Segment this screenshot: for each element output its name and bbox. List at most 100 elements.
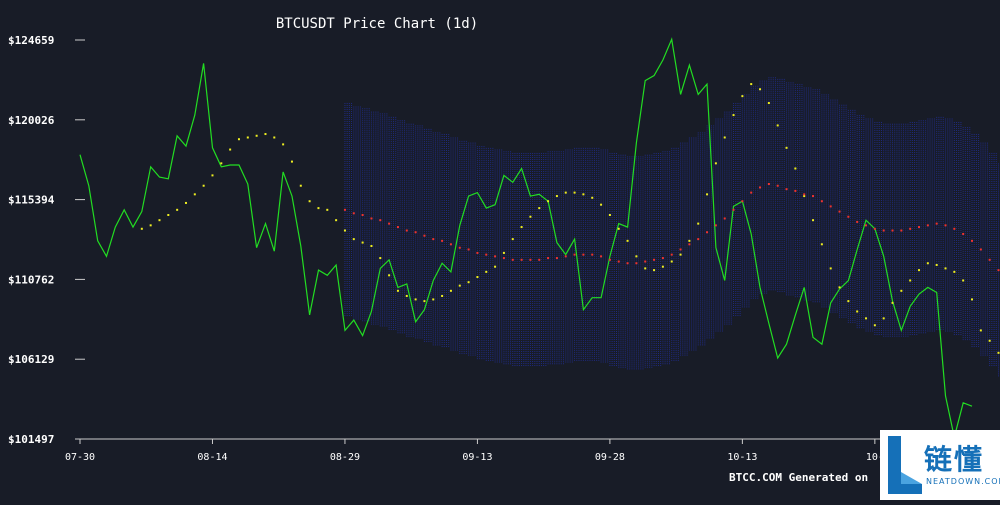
ma-long-point	[873, 227, 876, 230]
ma-short-point	[158, 219, 161, 222]
ma-long-point	[608, 258, 611, 261]
ma-long-point	[529, 258, 532, 261]
ma-short-point	[264, 133, 267, 136]
ma-long-point	[688, 243, 691, 246]
ma-short-point	[547, 200, 550, 203]
ma-long-point	[935, 222, 938, 225]
ma-long-point	[918, 226, 921, 229]
ma-short-point	[944, 267, 947, 270]
ma-long-point	[820, 200, 823, 203]
ma-long-point	[494, 255, 497, 258]
ma-short-point	[608, 214, 611, 217]
ma-short-point	[900, 289, 903, 292]
ma-short-point	[211, 174, 214, 177]
ma-short-point	[299, 184, 302, 187]
y-tick-label: $106129	[8, 353, 54, 366]
ma-long-point	[865, 224, 868, 227]
ma-short-point	[564, 191, 567, 194]
ma-long-point	[723, 217, 726, 220]
ma-short-point	[803, 195, 806, 198]
ma-short-point	[246, 136, 249, 139]
x-tick-label: 08-14	[197, 452, 227, 463]
ma-short-point	[661, 265, 664, 268]
ma-short-point	[918, 269, 921, 272]
ma-long-point	[405, 229, 408, 232]
ma-short-point	[856, 310, 859, 313]
ma-short-point	[335, 219, 338, 222]
ma-short-point	[909, 279, 912, 282]
ma-short-point	[670, 260, 673, 263]
ma-long-point	[900, 229, 903, 232]
ma-long-point	[767, 182, 770, 185]
ma-short-point	[458, 284, 461, 287]
ma-short-point	[688, 239, 691, 242]
ma-short-point	[679, 253, 682, 256]
ma-short-point	[396, 289, 399, 292]
ma-short-point	[706, 193, 709, 196]
ma-long-point	[591, 253, 594, 256]
x-tick-label: 08-29	[330, 452, 360, 463]
ma-short-point	[732, 114, 735, 117]
ma-short-point	[388, 274, 391, 277]
ma-short-point	[308, 200, 311, 203]
ma-short-point	[361, 241, 364, 244]
ma-long-point	[785, 188, 788, 191]
ma-long-point	[750, 191, 753, 194]
ma-long-point	[485, 253, 488, 256]
x-tick-label: 09-13	[462, 452, 492, 463]
ma-long-point	[979, 248, 982, 251]
ma-long-point	[847, 215, 850, 218]
ma-short-point	[538, 207, 541, 210]
ma-long-point	[520, 258, 523, 261]
ma-short-point	[511, 238, 514, 241]
ma-short-point	[193, 193, 196, 196]
ma-short-point	[644, 267, 647, 270]
x-tick-label: 10-13	[727, 452, 757, 463]
ma-short-point	[149, 224, 152, 227]
y-tick-label: $124659	[8, 34, 54, 47]
x-tick-label: 09-28	[595, 452, 625, 463]
ma-short-point	[600, 203, 603, 206]
ma-short-point	[352, 238, 355, 241]
ma-short-point	[220, 162, 223, 165]
y-tick-label: $110762	[8, 273, 54, 286]
ma-short-point	[423, 300, 426, 303]
ma-short-point	[255, 134, 258, 137]
ma-long-point	[732, 208, 735, 211]
x-tick-label: 10-	[866, 452, 884, 463]
ma-long-point	[661, 257, 664, 260]
ma-short-point	[635, 255, 638, 258]
ma-long-point	[388, 222, 391, 225]
ma-short-point	[591, 196, 594, 199]
ma-short-point	[812, 219, 815, 222]
x-tick-label: 07-30	[65, 452, 95, 463]
ma-short-point	[441, 294, 444, 297]
ma-long-point	[909, 227, 912, 230]
logo-cn-text: 链懂	[924, 443, 985, 476]
ma-long-point	[644, 260, 647, 263]
ma-long-point	[502, 257, 505, 260]
ma-short-point	[282, 143, 285, 146]
chart-title: BTCUSDT Price Chart (1d)	[276, 16, 478, 32]
ma-short-point	[202, 184, 205, 187]
y-tick-label: $115394	[8, 194, 55, 207]
ma-short-point	[829, 267, 832, 270]
ma-short-point	[979, 329, 982, 332]
ma-long-point	[511, 258, 514, 261]
ma-long-point	[626, 262, 629, 265]
ma-short-point	[176, 208, 179, 211]
ma-long-point	[714, 224, 717, 227]
ma-long-point	[582, 253, 585, 256]
ma-long-point	[555, 257, 558, 260]
ma-short-point	[759, 88, 762, 91]
ma-short-point	[838, 286, 841, 289]
ma-short-point	[776, 124, 779, 127]
ma-long-point	[370, 217, 373, 220]
ma-long-point	[564, 255, 567, 258]
price-line	[79, 37, 973, 438]
ma-long-point	[361, 214, 364, 217]
ma-long-point	[944, 224, 947, 227]
ma-long-dots	[343, 182, 1000, 272]
